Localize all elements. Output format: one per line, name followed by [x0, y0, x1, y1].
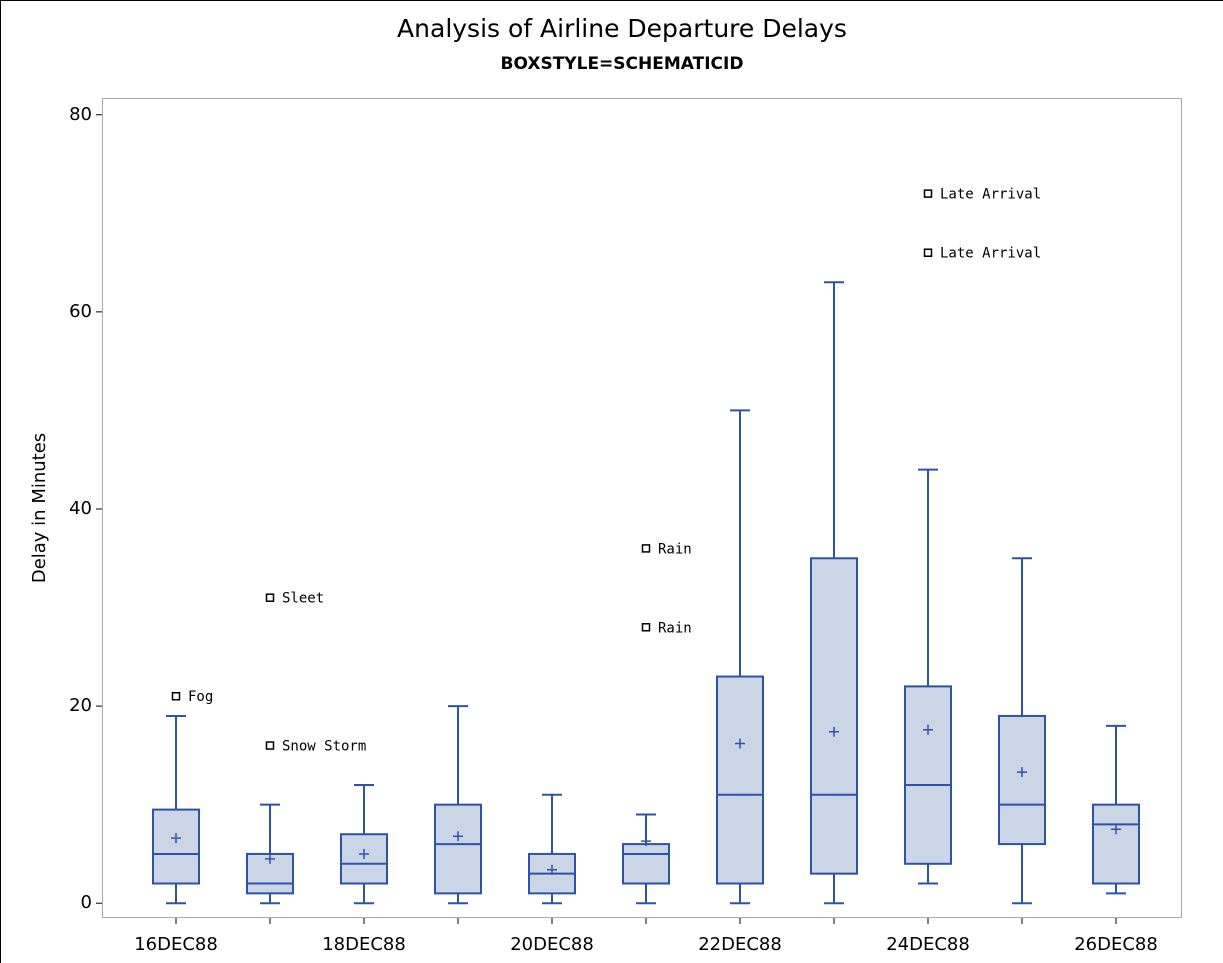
y-tick-label: 40: [69, 498, 92, 519]
mean-marker: [265, 853, 275, 864]
chart-title: Analysis of Airline Departure Delays: [397, 14, 847, 43]
outlier-label: Sleet: [282, 591, 324, 607]
outlier-label: Late Arrival: [940, 187, 1041, 203]
plot-frame: [102, 98, 1182, 918]
outlier: [923, 189, 933, 198]
box: [810, 557, 858, 875]
mean-marker: [1111, 824, 1121, 835]
outlier: [265, 593, 275, 602]
chart-subtitle: BOXSTYLE=SCHEMATICID: [501, 54, 744, 74]
outlier-label: Snow Storm: [282, 739, 366, 755]
outlier: [265, 741, 275, 750]
box: [152, 808, 200, 885]
outlier-label: Rain: [658, 541, 692, 557]
box: [1092, 803, 1140, 885]
box: [434, 803, 482, 895]
x-tick-label: 20DEC88: [510, 934, 594, 955]
box: [622, 843, 670, 885]
mean-marker: [641, 836, 651, 847]
x-tick-label: 18DEC88: [322, 934, 406, 955]
y-axis-label: Delay in Minutes: [29, 433, 50, 583]
outlier-label: Rain: [658, 620, 692, 636]
y-tick-label: 20: [69, 695, 92, 716]
y-tick-label: 60: [69, 301, 92, 322]
mean-marker: [359, 848, 369, 859]
mean-marker: [171, 833, 181, 844]
mean-marker: [547, 864, 557, 875]
mean-marker: [735, 738, 745, 749]
outlier: [923, 248, 933, 257]
outlier: [641, 623, 651, 632]
box: [716, 675, 764, 885]
x-tick-label: 26DEC88: [1074, 934, 1158, 955]
x-tick-label: 16DEC88: [134, 934, 218, 955]
mean-marker: [829, 726, 839, 737]
y-tick-label: 0: [81, 892, 92, 913]
outlier: [641, 544, 651, 553]
x-tick-label: 24DEC88: [886, 934, 970, 955]
y-tick-label: 80: [69, 104, 92, 125]
outlier-label: Fog: [188, 689, 213, 705]
mean-marker: [1017, 767, 1027, 778]
outlier: [171, 691, 181, 701]
mean-marker: [923, 724, 933, 735]
box: [998, 714, 1046, 846]
box: [904, 685, 952, 865]
mean-marker: [453, 831, 463, 842]
x-tick-label: 22DEC88: [698, 934, 782, 955]
outlier-label: Late Arrival: [940, 246, 1041, 262]
